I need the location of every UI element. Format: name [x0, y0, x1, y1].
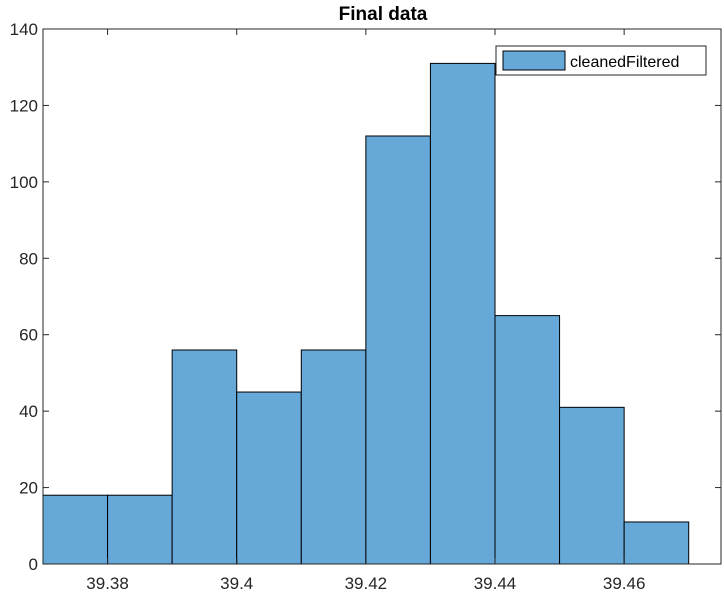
- histogram-bar: [42, 494, 109, 565]
- legend: cleanedFiltered: [495, 45, 707, 76]
- x-tick-label: 39.38: [86, 574, 129, 593]
- y-tick-label: 140: [10, 20, 38, 39]
- histogram-bar: [236, 391, 302, 565]
- axes-box: [42, 28, 722, 565]
- histogram-bar: [494, 315, 561, 565]
- y-axis: 0 20 40 60 80 100 120 140: [10, 20, 721, 574]
- x-tick-label: 39.4: [220, 574, 253, 593]
- histogram-bar: [623, 521, 690, 565]
- y-tick-label: 120: [10, 96, 38, 115]
- histogram-bar: [429, 62, 496, 565]
- y-tick-label: 0: [29, 555, 38, 574]
- y-tick-label: 40: [19, 402, 38, 421]
- histogram-bar: [300, 349, 367, 565]
- histogram-bar: [365, 135, 431, 565]
- y-tick-label: 60: [19, 326, 38, 345]
- histogram-bar: [171, 349, 238, 565]
- legend-swatch: [502, 50, 566, 71]
- histogram-bar: [559, 406, 625, 565]
- y-tick-label: 100: [10, 173, 38, 192]
- histogram-bar: [107, 494, 173, 565]
- x-tick-label: 39.44: [474, 574, 517, 593]
- chart-title: Final data: [339, 4, 428, 25]
- bars-group: [42, 62, 690, 565]
- x-tick-label: 39.42: [345, 574, 388, 593]
- legend-label: cleanedFiltered: [570, 54, 679, 71]
- y-tick-label: 20: [19, 479, 38, 498]
- x-tick-label: 39.46: [603, 574, 646, 593]
- y-tick-label: 80: [19, 249, 38, 268]
- x-axis: 39.38 39.4 39.42 39.44 39.46: [86, 29, 645, 593]
